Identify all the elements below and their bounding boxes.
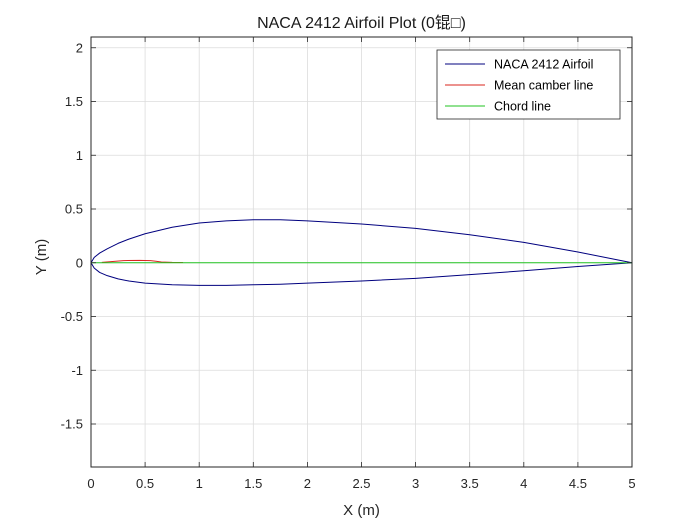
x-axis-label: X (m)	[343, 502, 380, 519]
y-axis-label: Y (m)	[33, 239, 50, 275]
x-tick-label: 3	[412, 476, 419, 491]
x-tick-label: 4.5	[569, 476, 587, 491]
chart-title: NACA 2412 Airfoil Plot (0锟□)	[257, 14, 466, 32]
x-tick-label: 0.5	[136, 476, 154, 491]
x-tick-label: 4	[520, 476, 527, 491]
x-tick-label: 2.5	[352, 476, 370, 491]
y-tick-label: 0	[76, 255, 83, 270]
legend-label-camber: Mean camber line	[494, 79, 593, 93]
y-tick-label: 0.5	[65, 202, 83, 217]
x-tick-label: 2	[304, 476, 311, 491]
ticks	[90, 37, 633, 467]
x-tick-label: 5	[628, 476, 635, 491]
legend: NACA 2412 Airfoil Mean camber line Chord…	[436, 49, 621, 120]
y-tick-label: 1	[76, 148, 83, 163]
legend-label-chord: Chord line	[494, 100, 551, 114]
y-tick-label: -1.5	[61, 417, 83, 432]
x-tick-label: 1	[196, 476, 203, 491]
y-tick-label: 1.5	[65, 94, 83, 109]
x-tick-label: 0	[87, 476, 94, 491]
x-tick-label: 3.5	[461, 476, 479, 491]
x-tick-label: 1.5	[244, 476, 262, 491]
tick-labels: 0 0.5 1 1.5 2 2.5 3 3.5 4 4.5 5 -1.5 -1 -0.5 0 0.5 1 1.5 2	[61, 40, 636, 491]
y-tick-label: 2	[76, 40, 83, 55]
legend-label-airfoil: NACA 2412 Airfoil	[494, 58, 593, 72]
y-tick-label: -1	[71, 363, 83, 378]
y-tick-label: -0.5	[61, 309, 83, 324]
